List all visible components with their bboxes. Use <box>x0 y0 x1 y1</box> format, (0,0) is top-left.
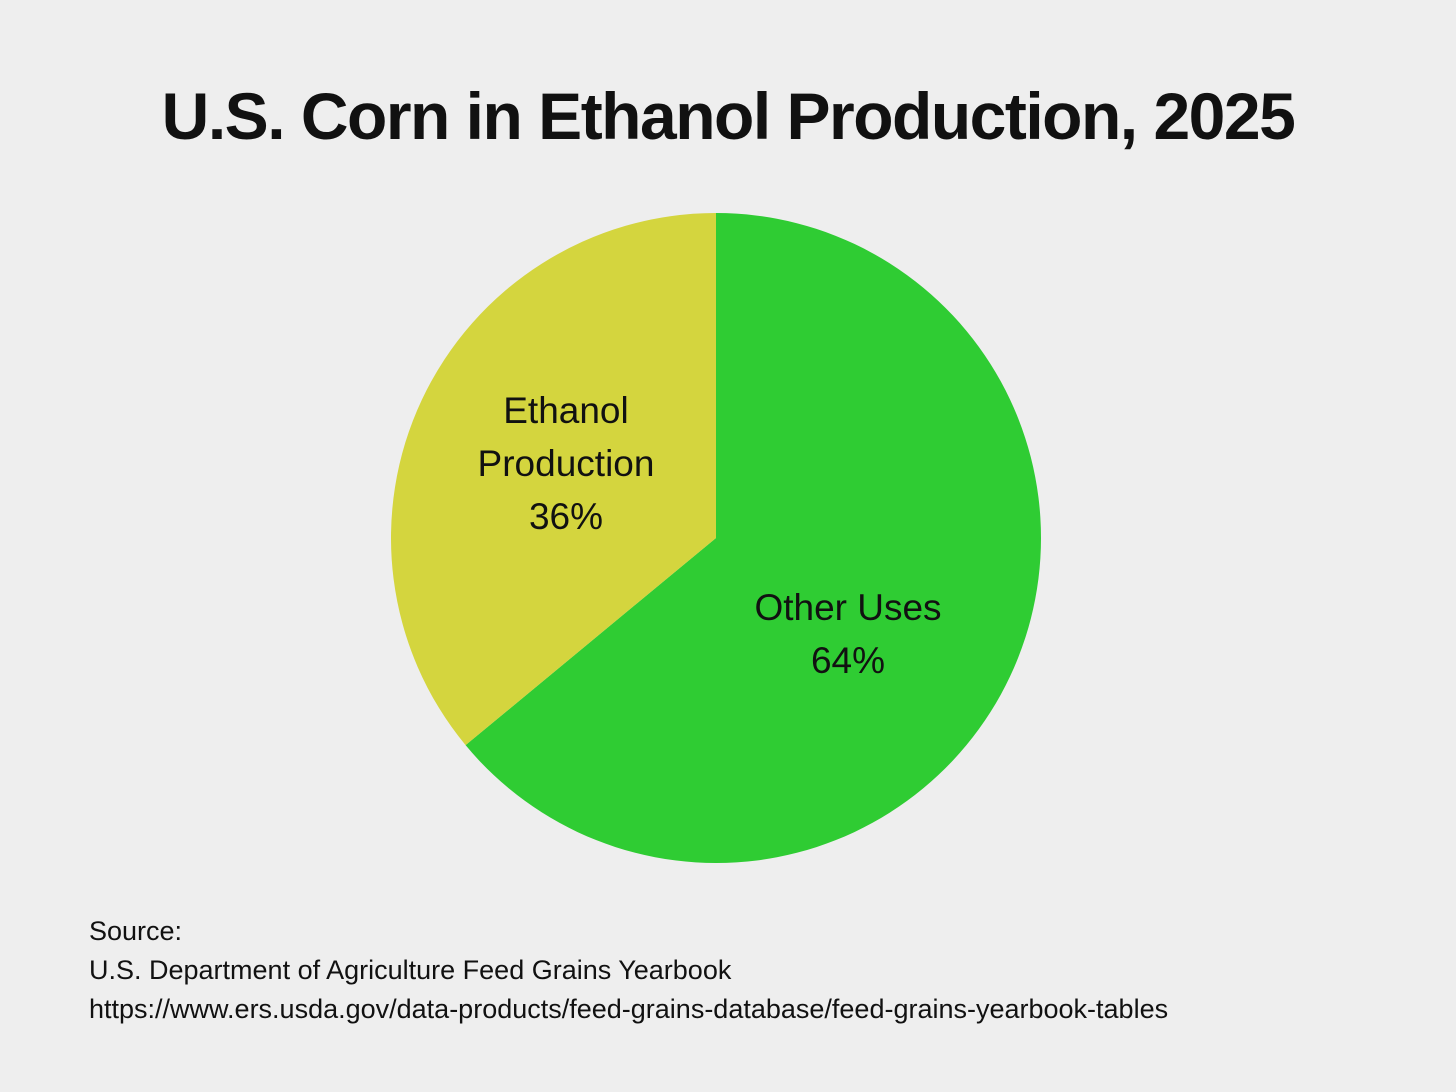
source-label: Source: <box>89 916 183 946</box>
source-block: Source: U.S. Department of Agriculture F… <box>89 912 1168 1029</box>
source-organization: U.S. Department of Agriculture Feed Grai… <box>89 955 732 985</box>
pie-slice-other-uses <box>465 213 1041 863</box>
slice-label-ethanol-production: Ethanol Production 36% <box>478 384 655 543</box>
slice-label-line: Ethanol <box>503 390 629 431</box>
slice-label-other-uses: Other Uses 64% <box>754 581 941 687</box>
slice-value-label: 64% <box>810 640 886 681</box>
slice-value-label: 36% <box>528 496 604 537</box>
pie-chart <box>391 213 1041 863</box>
source-url: https://www.ers.usda.gov/data-products/f… <box>89 994 1169 1024</box>
chart-title: U.S. Corn in Ethanol Production, 2025 <box>161 79 1296 153</box>
pie-chart-area <box>391 213 1041 863</box>
slice-label-line: Other Uses <box>754 587 942 628</box>
pie-slice-ethanol-production <box>391 213 716 746</box>
slice-label-line: Production <box>477 443 655 484</box>
